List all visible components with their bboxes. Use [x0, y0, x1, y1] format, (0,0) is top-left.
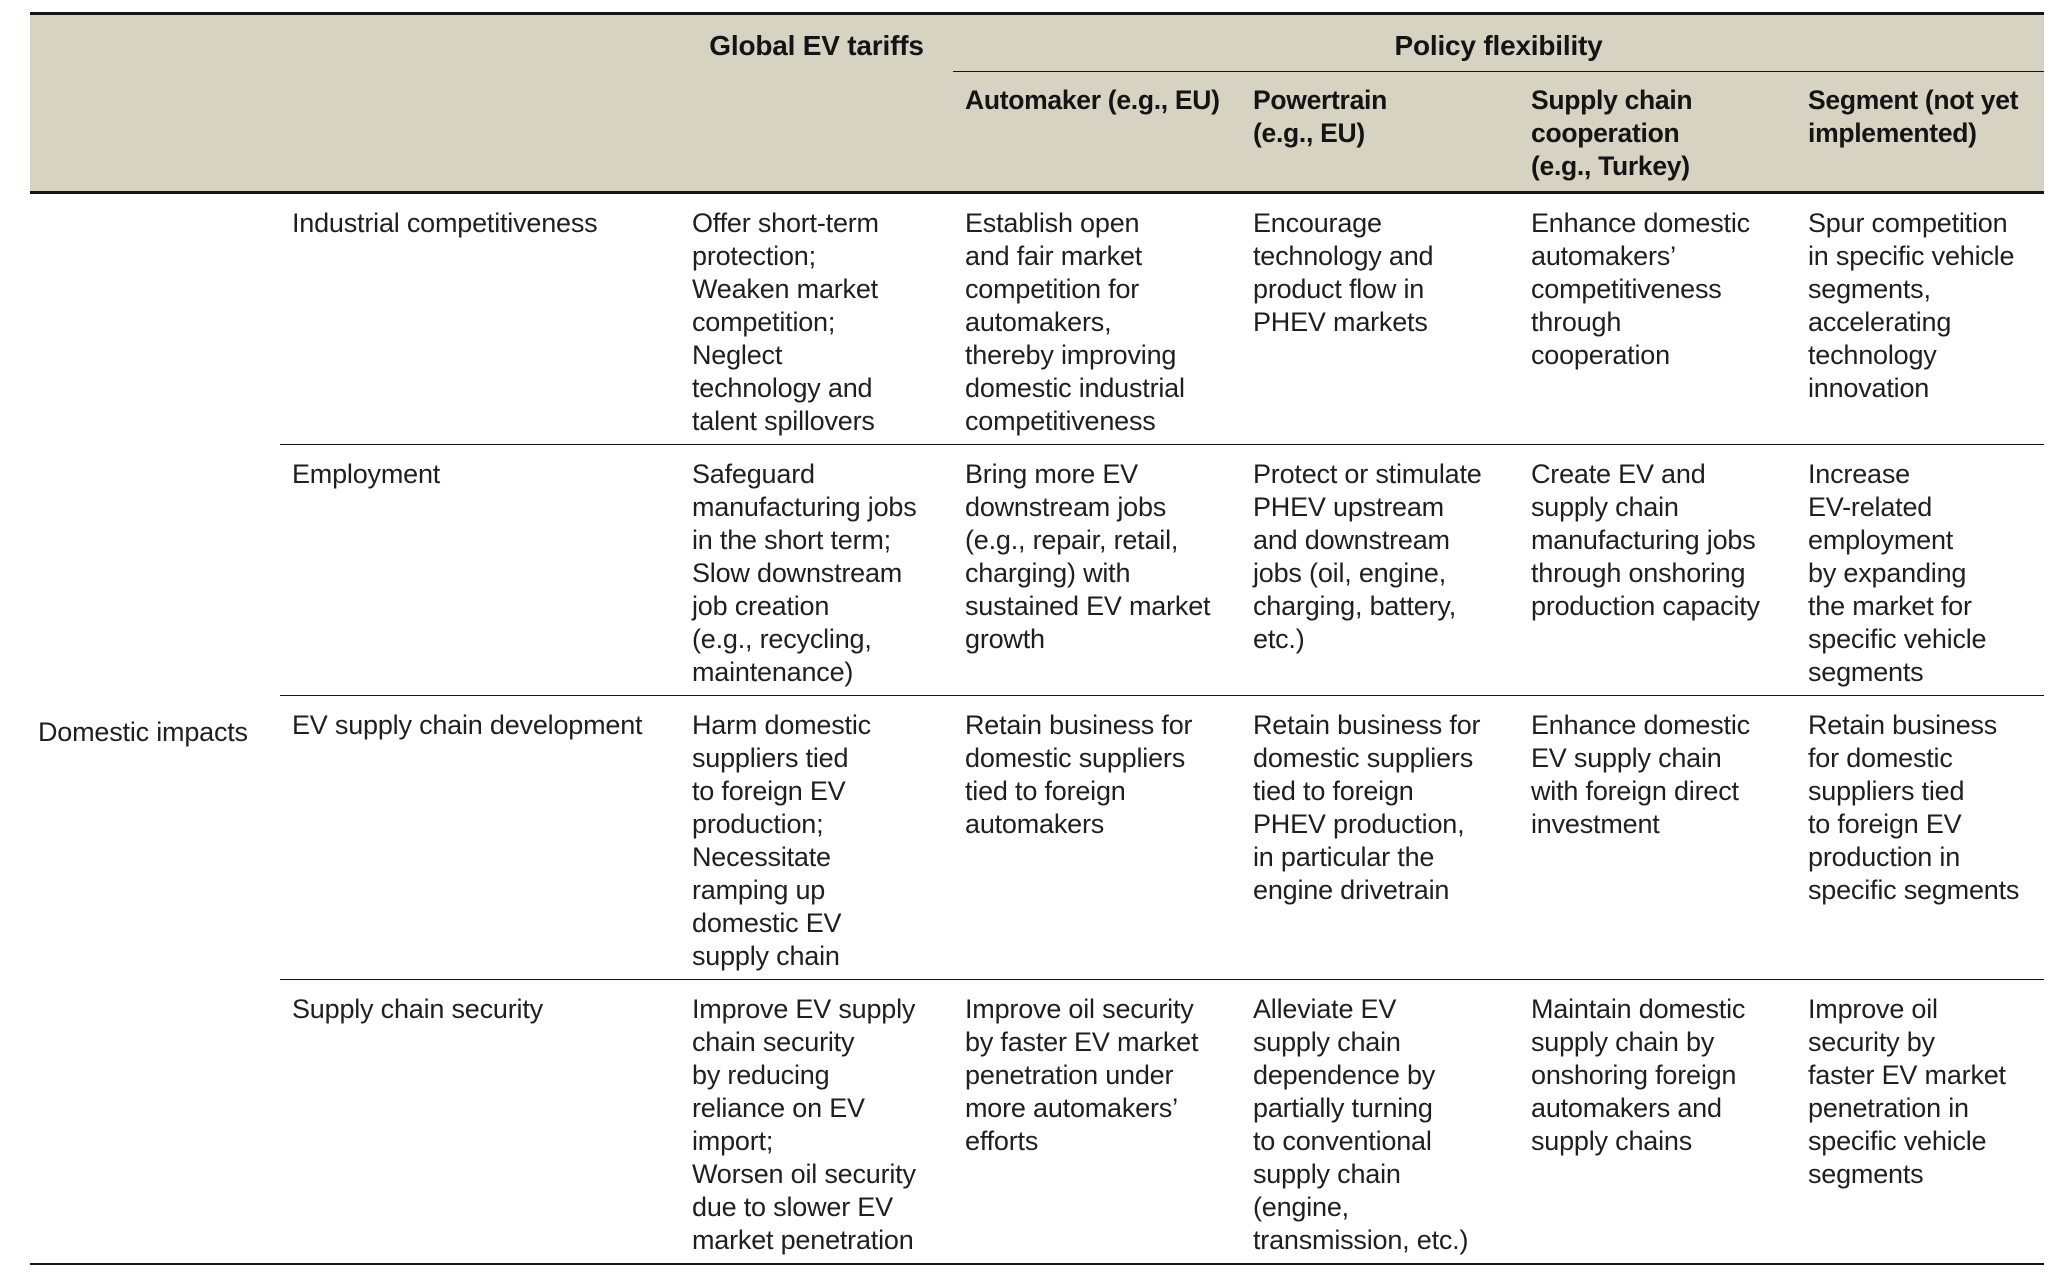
group-header-row: Global EV tariffs Policy flexibility — [30, 13, 2045, 72]
table-cell: Alleviate EV supply chain dependence by … — [1253, 994, 1469, 1255]
table-cell: Spur competition in specific vehicle seg… — [1796, 192, 2045, 445]
table-cell: Improve EV supply chain security by redu… — [692, 994, 916, 1255]
table-cell: Enhance domestic EV supply chain with fo… — [1519, 695, 1796, 980]
sub-header-row: Automaker (e.g., EU) Powertrain (e.g., E… — [30, 71, 2045, 194]
header-spacer — [30, 13, 680, 72]
table-row: Employment Safeguard manufacturing jobs … — [30, 444, 2045, 696]
row-label-employment: Employment — [280, 444, 680, 696]
table-cell: Offer short-term protection; Weaken mark… — [680, 192, 953, 445]
column-header-powertrain: Powertrain (e.g., EU) — [1241, 71, 1519, 194]
table-row: Supply chain security Improve EV supply … — [30, 980, 2044, 1265]
column-header-segment: Segment (not yet implemented) — [1796, 71, 2045, 194]
table-cell: Increase EV-related employment by expand… — [1796, 444, 2045, 696]
table-row: EV supply chain development Harm domesti… — [30, 695, 2045, 980]
column-group-global-ev-tariffs: Global EV tariffs — [680, 13, 953, 72]
row-label-supply-chain-security: Supply chain security — [292, 994, 543, 1024]
table-cell: Enhance domestic automakers’ competitive… — [1519, 192, 1796, 445]
table-cell: Improve oil security by faster EV market… — [965, 994, 1199, 1156]
table-cell: Maintain domestic supply chain by onshor… — [1531, 994, 1746, 1156]
header-spacer-tariffs — [680, 71, 953, 194]
column-group-policy-flexibility: Policy flexibility — [953, 13, 2045, 72]
column-header-automaker: Automaker (e.g., EU) — [953, 71, 1241, 194]
table-cell: Encourage technology and product flow in… — [1241, 192, 1519, 445]
table-row: Domestic impacts Industrial competitiven… — [30, 192, 2045, 747]
table-body: Domestic impacts Industrial competitiven… — [30, 192, 2045, 1265]
table-cell: Safeguard manufacturing jobs in the shor… — [680, 444, 953, 696]
table-cell: Improve oil security by faster EV market… — [1808, 994, 2006, 1189]
table-cell: Harm domestic suppliers tied to foreign … — [680, 695, 953, 980]
table-cell: Retain business for domestic suppliers t… — [953, 695, 1241, 980]
table-cell: Retain business for domestic suppliers t… — [1241, 695, 1519, 980]
row-label-industrial-competitiveness: Industrial competitiveness — [280, 192, 680, 445]
column-header-supply-chain-cooperation: Supply chain cooperation (e.g., Turkey) — [1519, 71, 1796, 194]
table-cell: Create EV and supply chain manufacturing… — [1519, 444, 1796, 696]
table-cell: Bring more EV downstream jobs (e.g., rep… — [953, 444, 1241, 696]
header-spacer — [30, 71, 680, 194]
table-header: Global EV tariffs Policy flexibility Aut… — [30, 13, 2045, 194]
tariff-policy-comparison-table: Global EV tariffs Policy flexibility Aut… — [30, 12, 2045, 1265]
table-cell: Retain business for domestic suppliers t… — [1796, 695, 2045, 980]
row-group-domestic-impacts: Domestic impacts — [38, 716, 248, 747]
row-label-ev-supply-chain-development: EV supply chain development — [280, 695, 680, 980]
table-cell: Establish open and fair market competiti… — [953, 192, 1241, 445]
table-cell: Protect or stimulate PHEV upstream and d… — [1241, 444, 1519, 696]
